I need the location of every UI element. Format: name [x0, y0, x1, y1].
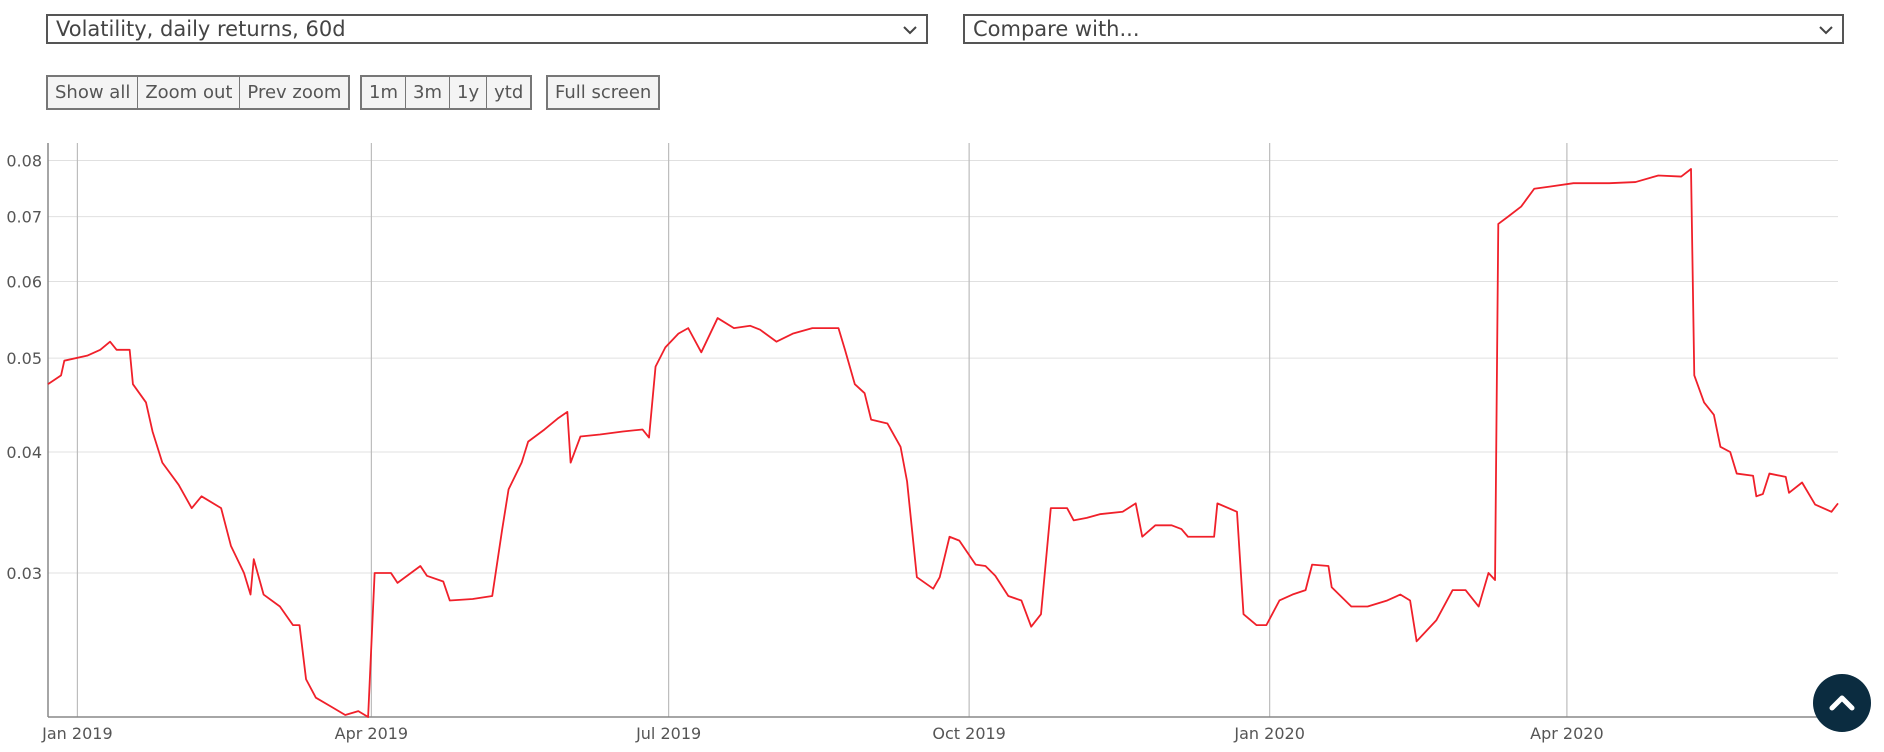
line [47, 168, 1839, 718]
fullscreen-group: Full screen [546, 75, 661, 110]
y-tick-label: 0.05 [6, 349, 42, 368]
compare-select-text: Compare with... [973, 17, 1140, 41]
x-tick-label: Apr 2020 [1530, 724, 1603, 743]
chevron [903, 26, 917, 35]
metric-select[interactable]: Volatility, daily returns, 60d [46, 14, 928, 44]
button[interactable]: Show all [48, 77, 139, 108]
button[interactable]: Full screen [555, 82, 652, 103]
y-tick-label: 0.08 [6, 152, 42, 171]
zoom-buttons: Show all Zoom out Prev zoom [46, 75, 351, 110]
range-buttons: 1m 3m 1y ytd [360, 75, 533, 110]
y-tick-label: 0.04 [6, 443, 42, 462]
button[interactable]: 1m [362, 77, 406, 108]
x-tick-label: Jan 2019 [41, 724, 112, 743]
x-tick-label: Apr 2019 [335, 724, 408, 743]
button[interactable]: ytd [494, 82, 524, 103]
metric-select-text: Volatility, daily returns, 60d [56, 17, 346, 41]
scroll-top-button[interactable] [1813, 674, 1871, 732]
y-tick-label: 0.03 [6, 564, 42, 583]
x-tick-label: Jan 2020 [1233, 724, 1304, 743]
y-tick-label: 0.06 [6, 272, 42, 291]
button[interactable]: Prev zoom [247, 82, 342, 103]
icon [1829, 695, 1855, 711]
button[interactable]: Zoom out [138, 77, 241, 108]
compare-select[interactable]: Compare with... [963, 14, 1844, 44]
button[interactable]: 1y [450, 77, 488, 108]
chevron [1819, 26, 1833, 35]
y-tick-label: 0.07 [6, 208, 42, 227]
button[interactable]: 3m [406, 77, 450, 108]
x-tick-label: Jul 2019 [635, 724, 701, 743]
x-tick-label: Oct 2019 [932, 724, 1005, 743]
